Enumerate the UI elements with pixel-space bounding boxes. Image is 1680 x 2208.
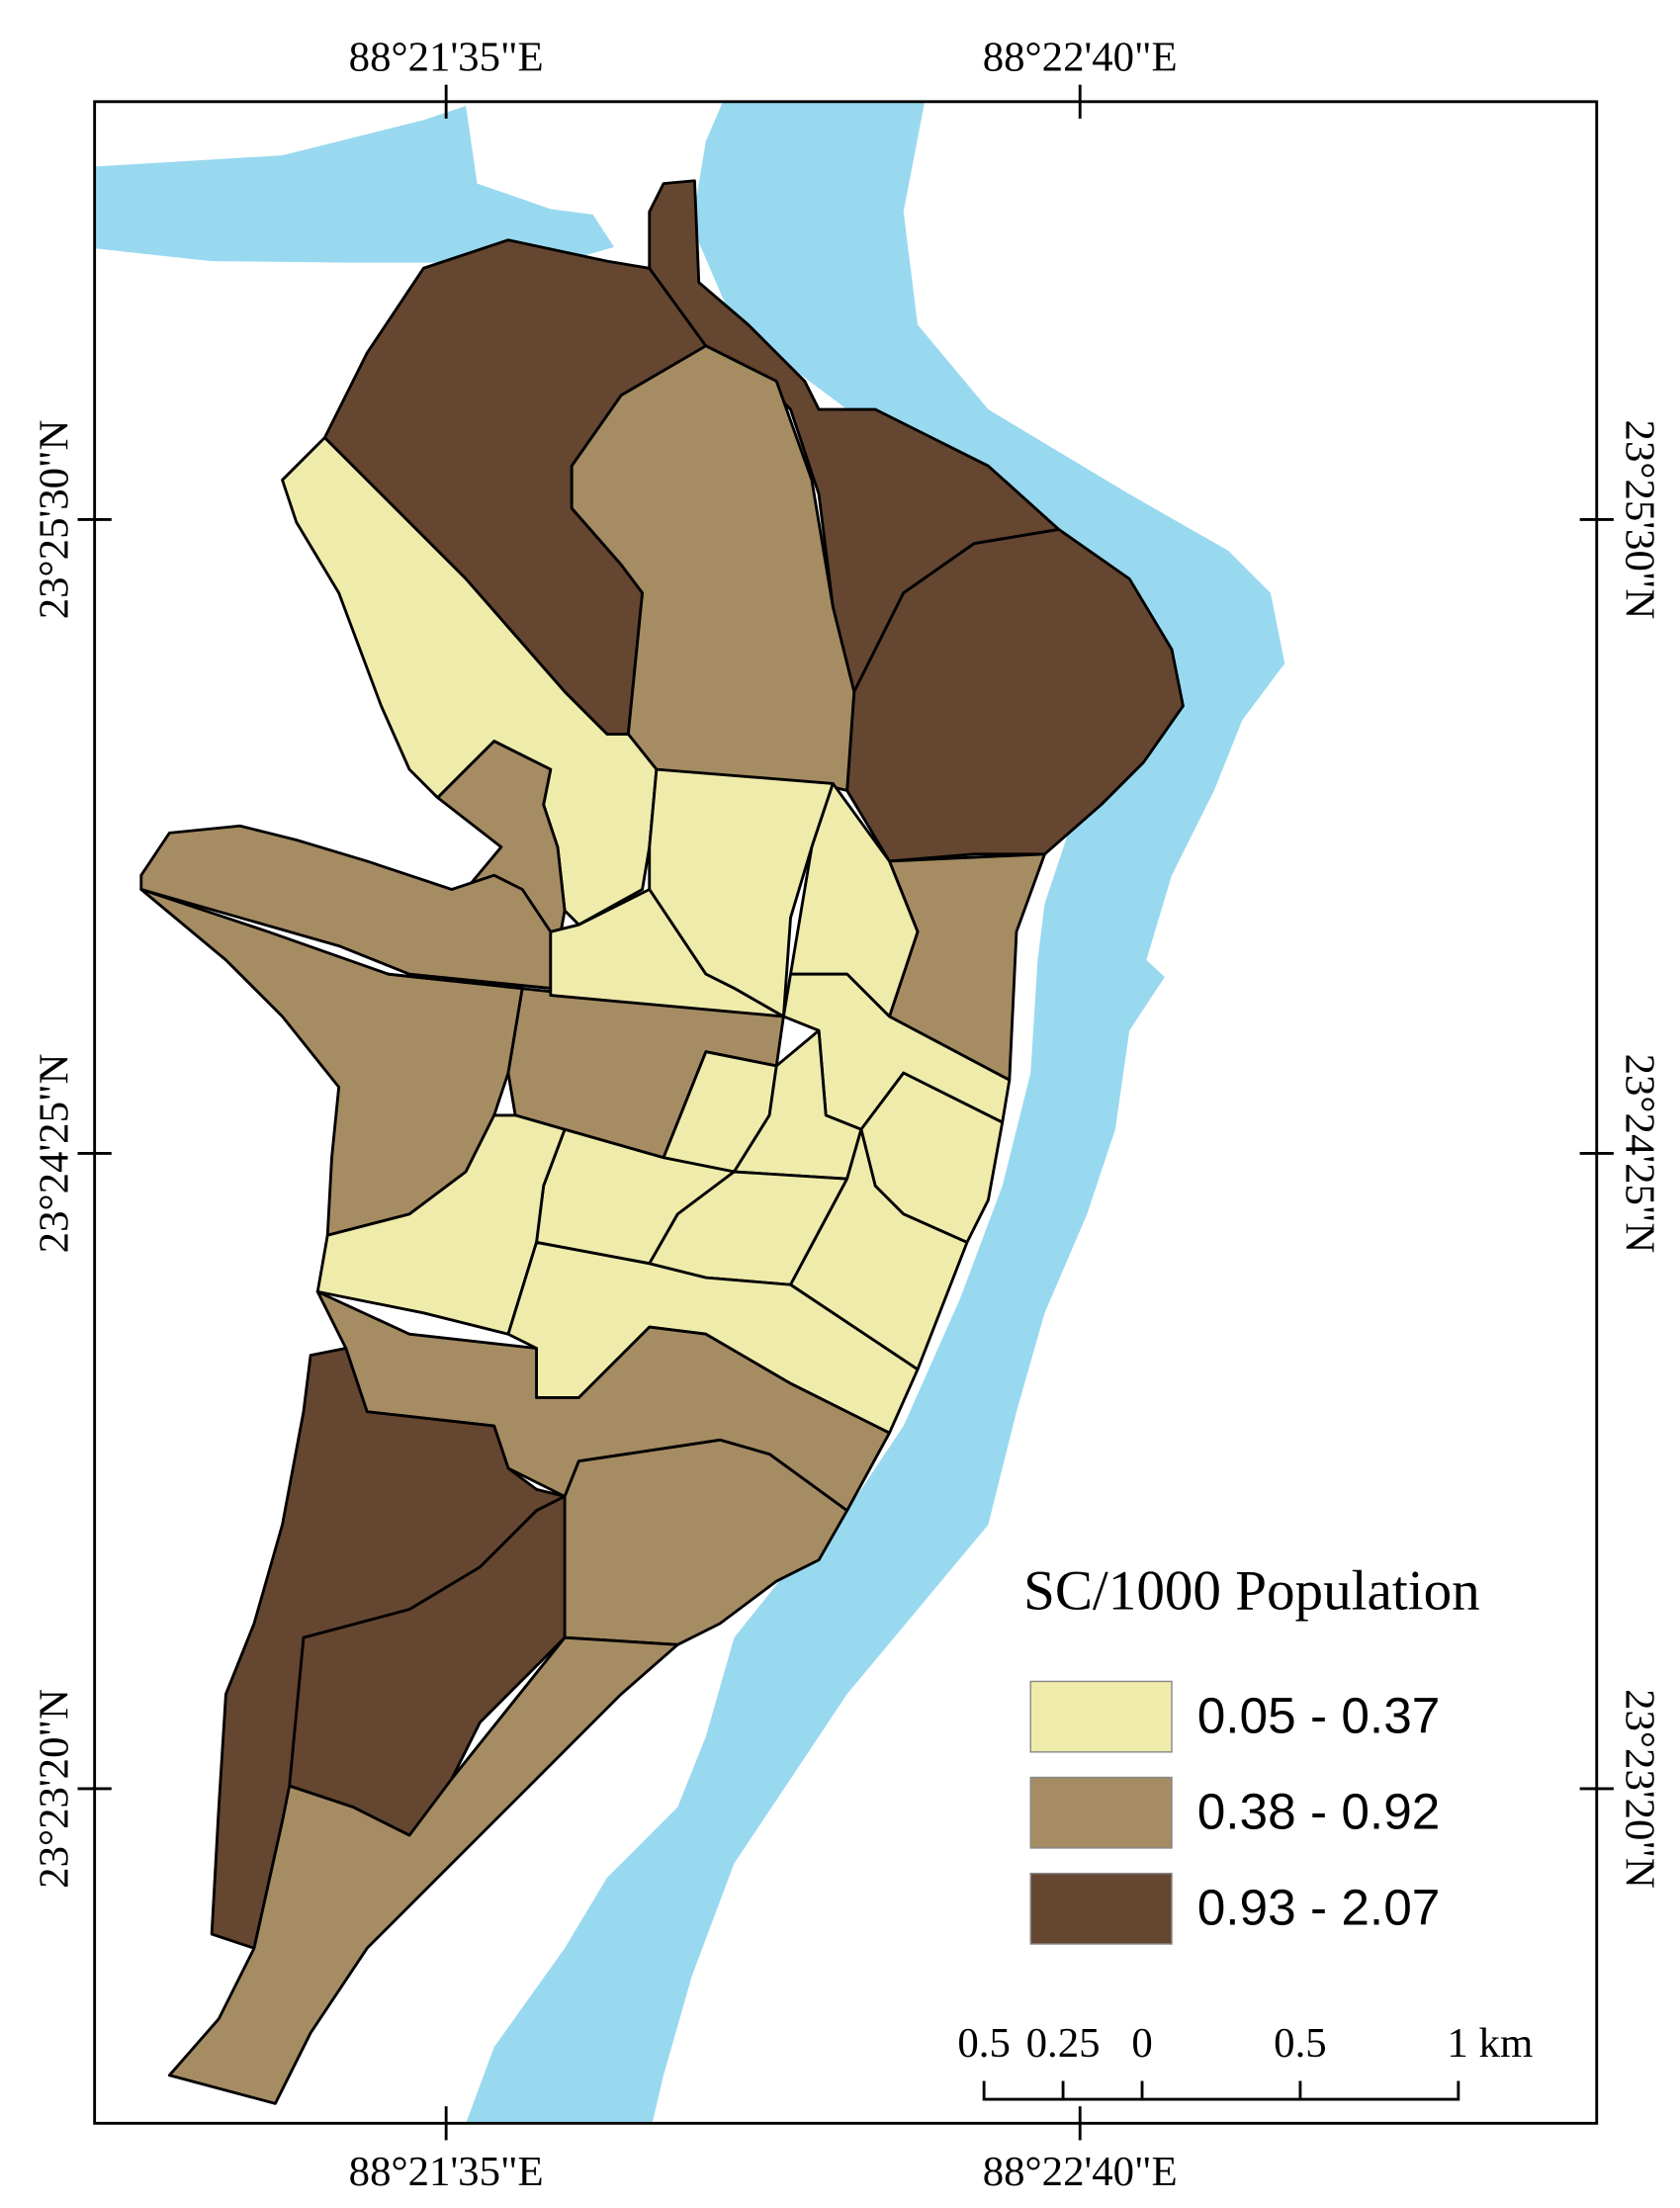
label: 0.38 - 0.92: [1197, 1783, 1441, 1840]
legend: SC/1000 Population 0.05 - 0.37 0.38 - 0.…: [1023, 1560, 1480, 1945]
label: 23°24'25"N: [32, 1054, 78, 1254]
label: 23°25'30"N: [1617, 420, 1663, 620]
label: SC/1000 Population: [1023, 1560, 1480, 1623]
label: 0.5: [957, 2020, 1011, 2067]
label: 23°24'25"N: [1617, 1054, 1663, 1254]
coordinate-labels: 88°21'35"E 88°22'40"E 88°21'35"E 88°22'4…: [32, 34, 1663, 2195]
scale-bar: 0.5 0.25 0 0.5 1 km: [957, 2020, 1533, 2101]
label: 0.25: [1026, 2020, 1101, 2067]
legend-swatch: [1029, 1680, 1173, 1753]
ward: [648, 179, 1061, 694]
label: 88°21'35"E: [349, 2149, 544, 2195]
label: 23°23'20"N: [1617, 1689, 1663, 1889]
legend-swatch: [1029, 1872, 1173, 1945]
label: 88°22'40"E: [983, 2149, 1178, 2195]
frame: [77, 84, 1614, 2141]
label: 88°21'35"E: [349, 34, 544, 80]
label: 0.5: [1274, 2020, 1327, 2067]
label: 88°22'40"E: [983, 34, 1178, 80]
label: 23°25'30"N: [32, 420, 78, 620]
ward: [139, 824, 553, 990]
river: [94, 106, 615, 263]
ward: [845, 527, 1185, 863]
legend-swatch: [1029, 1776, 1173, 1849]
label: 1 km: [1447, 2020, 1533, 2067]
ward: [549, 888, 785, 1018]
label: 0.05 - 0.37: [1197, 1687, 1441, 1744]
label: 0: [1131, 2020, 1152, 2067]
label: 23°23'20"N: [32, 1689, 78, 1889]
wards: [139, 179, 1185, 2105]
box: [93, 100, 1599, 2125]
ward: [315, 1113, 567, 1336]
water: [94, 101, 1285, 2124]
ward: [167, 1635, 679, 2105]
label: 0.93 - 2.07: [1197, 1879, 1441, 1936]
